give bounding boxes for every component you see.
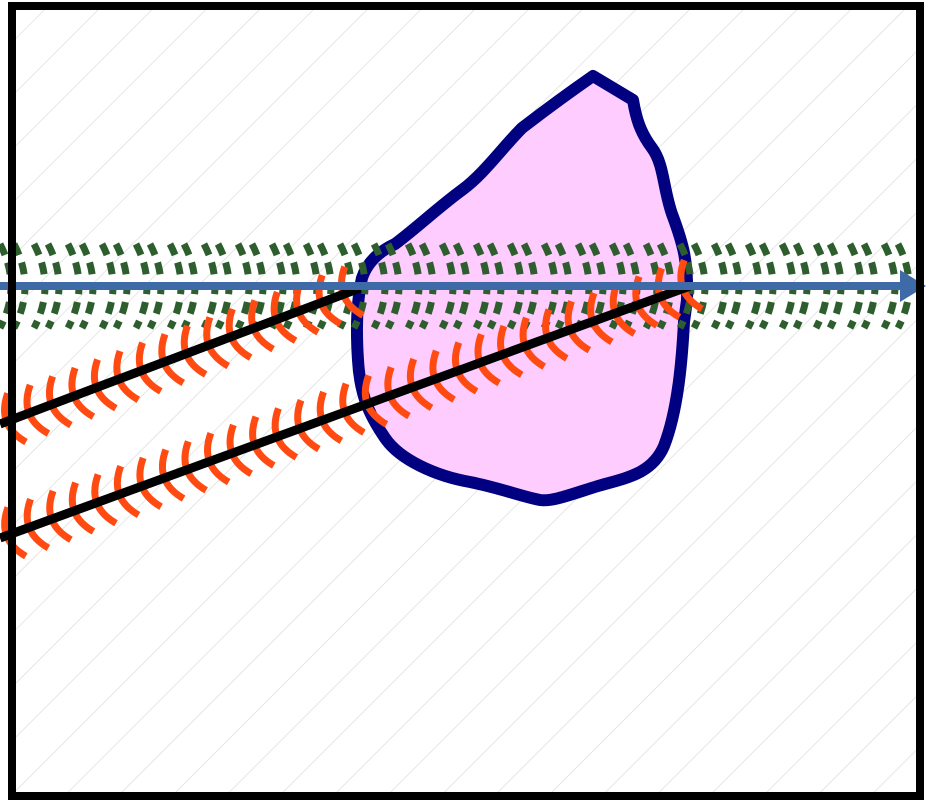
- ray-upper-line: [0, 283, 362, 429]
- axis-arrowhead: [900, 270, 926, 302]
- outer-frame: [8, 2, 924, 800]
- ray-lower-line: [0, 281, 692, 543]
